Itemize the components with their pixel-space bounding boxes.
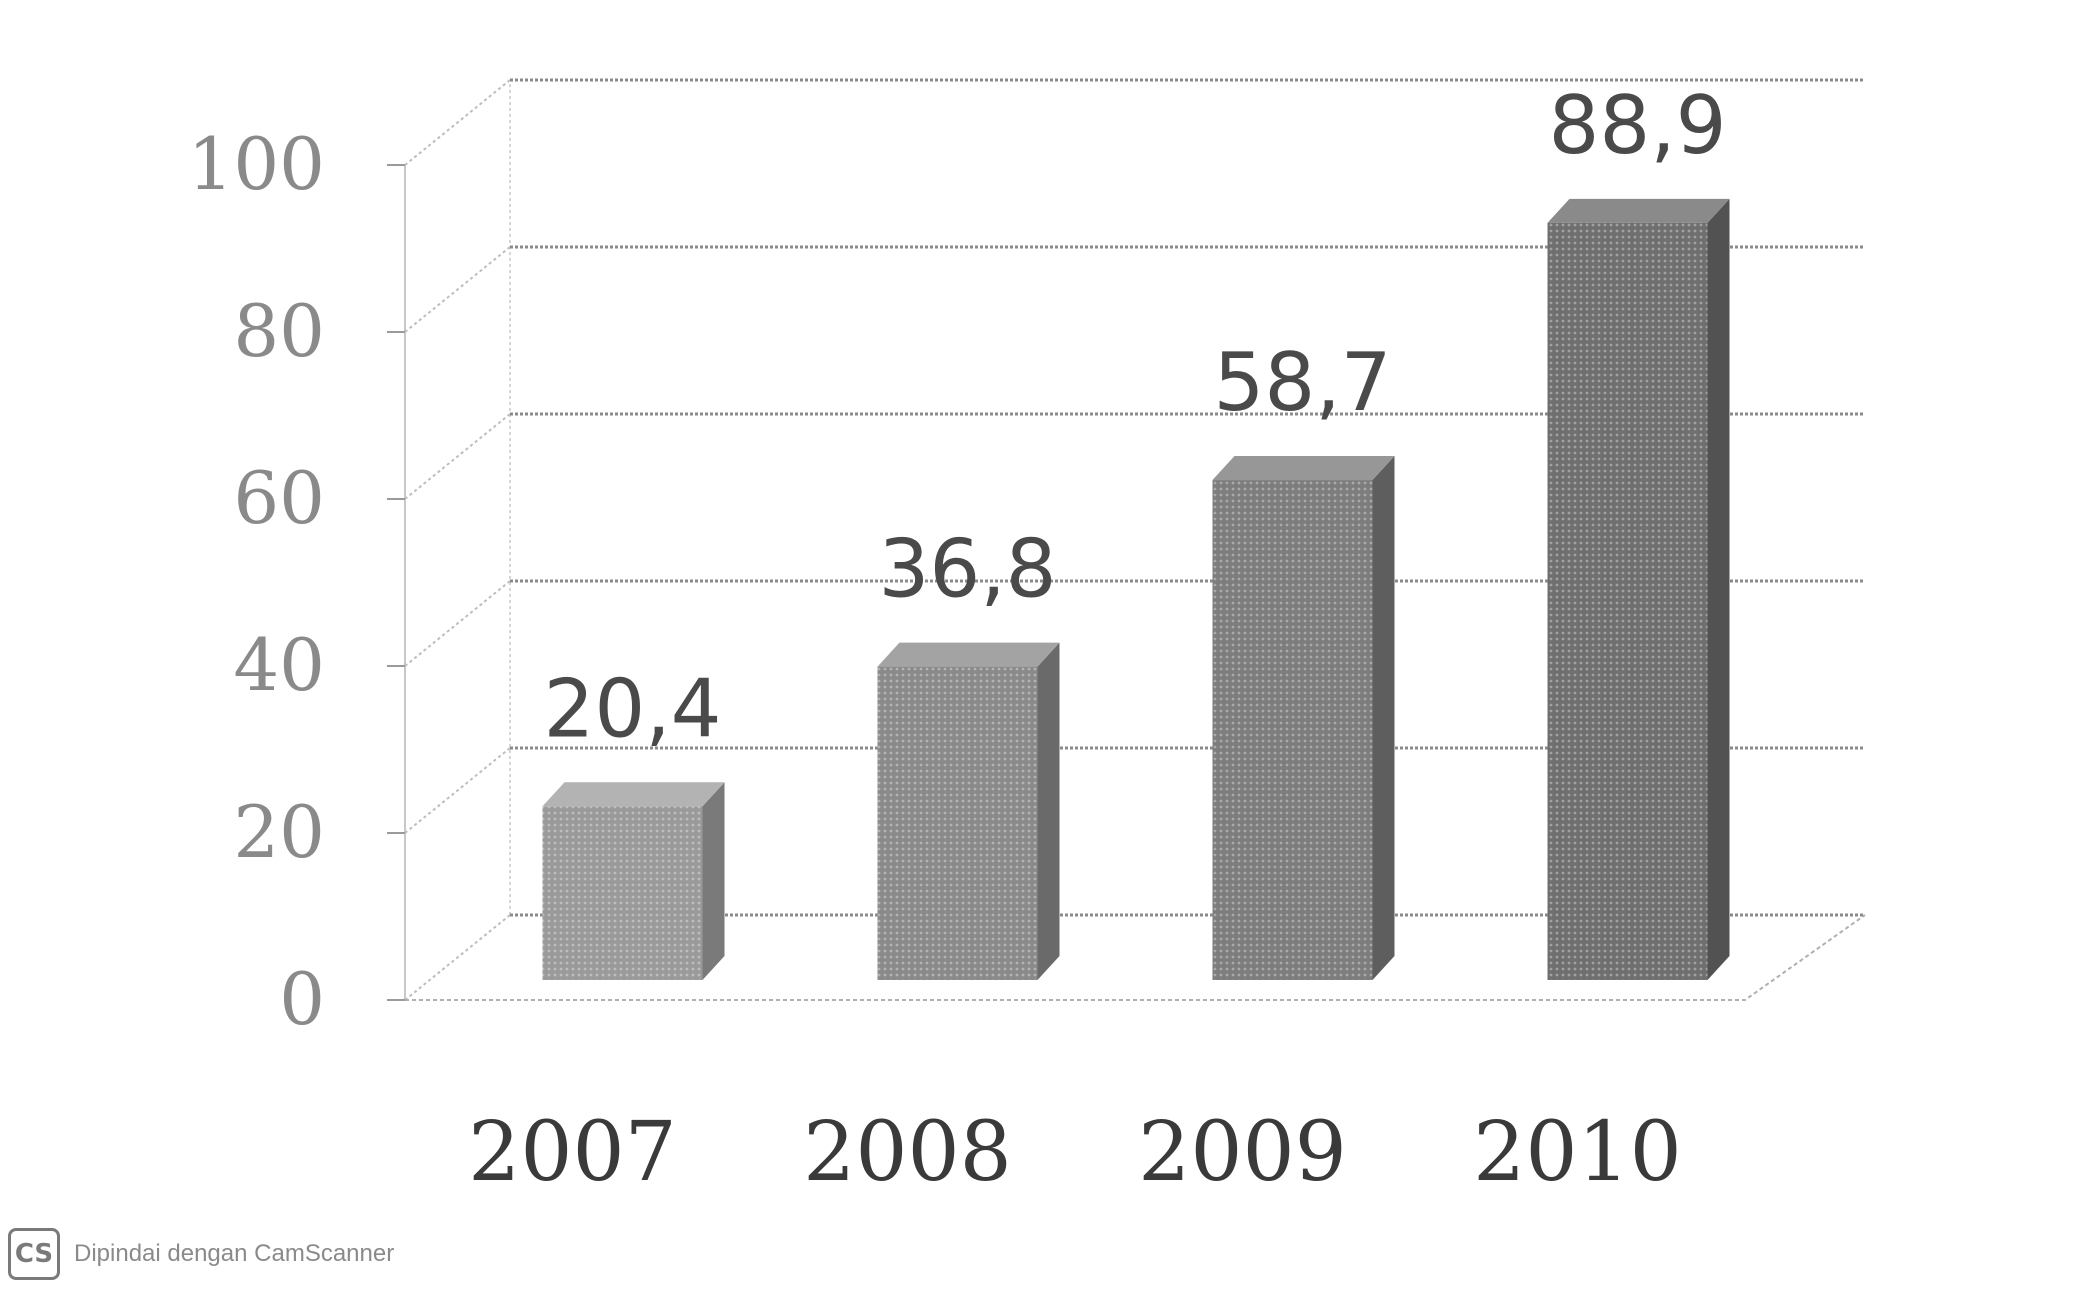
- scanner-watermark: CS Dipindai dengan CamScanner: [8, 1228, 394, 1280]
- y-tick-label: 20: [233, 790, 325, 874]
- bar-side: [1372, 456, 1395, 980]
- labels-layer: 20,4 2007 36,8 2008 58,7 2009 88,9 2010: [468, 79, 1726, 1200]
- bar-top: [1547, 198, 1730, 223]
- x-tick-label-2008: 2008: [803, 1105, 1012, 1200]
- bar-texture: [1212, 480, 1373, 980]
- bar-top: [877, 642, 1060, 667]
- floor-outline: [405, 914, 1866, 1001]
- y-tick-label: 80: [233, 289, 325, 373]
- y-axis: 0 20 40 60 80 100: [188, 122, 405, 1041]
- bar-texture: [542, 806, 703, 980]
- data-label-2008: 36,8: [878, 523, 1056, 616]
- gridline-diagonal: [404, 79, 511, 166]
- y-tick-label: 0: [279, 957, 325, 1041]
- y-tick-label: 40: [233, 623, 325, 707]
- bar-2009: [1212, 456, 1395, 980]
- data-label-2010: 88,9: [1548, 79, 1726, 172]
- gridline-diagonal: [404, 413, 511, 500]
- bars-layer: [542, 198, 1730, 981]
- gridline-diagonal: [404, 747, 511, 834]
- bar-2008: [877, 642, 1060, 980]
- bar-side: [702, 782, 725, 980]
- x-tick-label-2007: 2007: [468, 1105, 677, 1200]
- bar-texture: [1547, 222, 1708, 981]
- gridline-diagonal: [404, 580, 511, 667]
- bar-2010: [1547, 198, 1730, 981]
- bar-2007: [542, 782, 725, 980]
- data-label-2007: 20,4: [543, 662, 721, 755]
- x-tick-label-2010: 2010: [1473, 1105, 1682, 1200]
- bar-top: [1212, 456, 1395, 481]
- gridline-diagonal: [404, 914, 511, 1001]
- bar-texture: [877, 666, 1038, 980]
- y-tick-label: 100: [188, 122, 325, 206]
- watermark-text: Dipindai dengan CamScanner: [74, 1240, 395, 1267]
- bar-top: [542, 782, 725, 807]
- bar-side: [1707, 198, 1730, 981]
- data-label-2009: 58,7: [1213, 336, 1391, 429]
- x-tick-label-2009: 2009: [1138, 1105, 1347, 1200]
- bar-side: [1037, 642, 1060, 980]
- gridline-diagonal: [404, 246, 511, 333]
- y-tick-label: 60: [233, 456, 325, 540]
- camscanner-logo: CS: [8, 1228, 60, 1280]
- grid-layer: [404, 78, 1866, 1001]
